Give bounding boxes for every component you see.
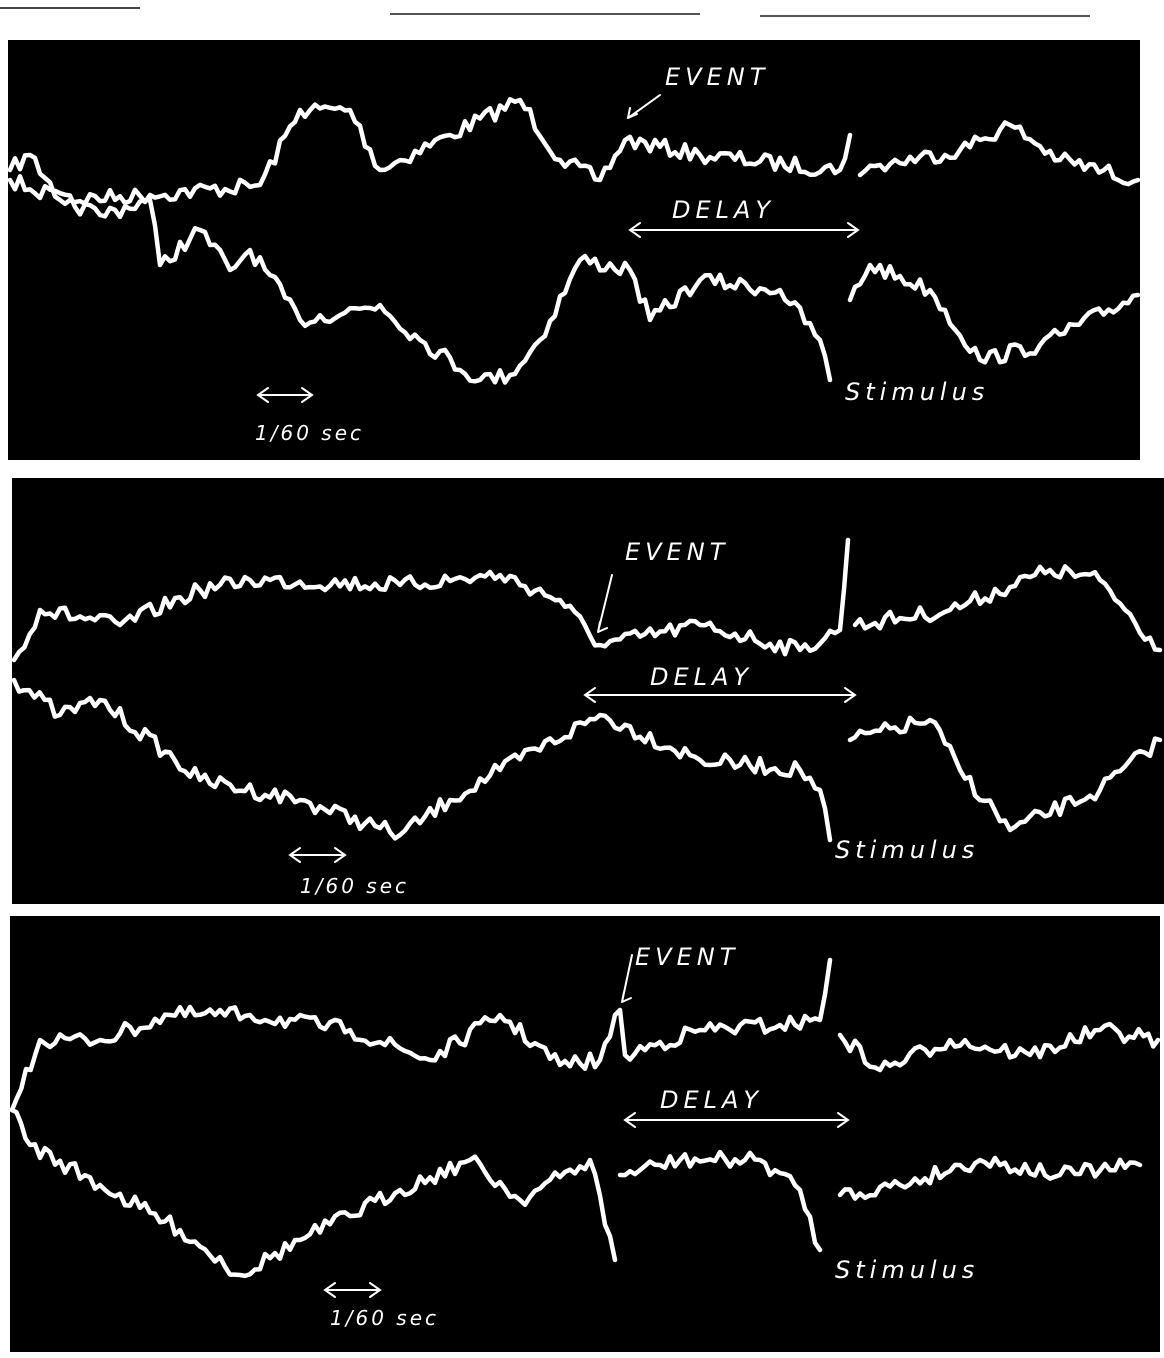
- stimulus-label: Stimulus: [845, 378, 989, 406]
- annotations: EVENT DELAY Stimulus 1/60 sec EVENT DELAY Stim…: [255, 63, 989, 1330]
- trace: [9, 957, 1161, 1113]
- scale-label: 1/60 sec: [330, 1306, 439, 1330]
- trace: [11, 537, 1163, 663]
- scale-arrow: [288, 847, 347, 863]
- traces: [7, 97, 1163, 1279]
- stimulus-label: Stimulus: [835, 1256, 979, 1284]
- delay-arrow: [583, 687, 857, 703]
- scale-arrow: [323, 1282, 382, 1298]
- stimulus-label: Stimulus: [835, 836, 979, 864]
- scale-label: 1/60 sec: [300, 874, 409, 898]
- trace: [7, 97, 1141, 207]
- trace: [11, 677, 1163, 843]
- delay-arrow: [628, 222, 860, 238]
- panel-3: [10, 916, 1160, 1352]
- event-label: EVENT: [665, 63, 769, 91]
- trace: [9, 1107, 1143, 1279]
- delay-label: DELAY: [672, 196, 775, 224]
- event-label: EVENT: [635, 943, 739, 971]
- event-arrow: [597, 574, 613, 633]
- event-arrow: [621, 954, 633, 1003]
- panel-2: [12, 478, 1164, 904]
- delay-arrow: [623, 1112, 850, 1128]
- panel-1: [8, 40, 1140, 460]
- event-arrow: [627, 94, 661, 119]
- scale-label: 1/60 sec: [255, 421, 364, 445]
- scale-arrow: [256, 387, 314, 403]
- delay-label: DELAY: [660, 1086, 763, 1114]
- delay-label: DELAY: [650, 663, 753, 691]
- event-label: EVENT: [625, 538, 729, 566]
- trace: [7, 174, 1141, 385]
